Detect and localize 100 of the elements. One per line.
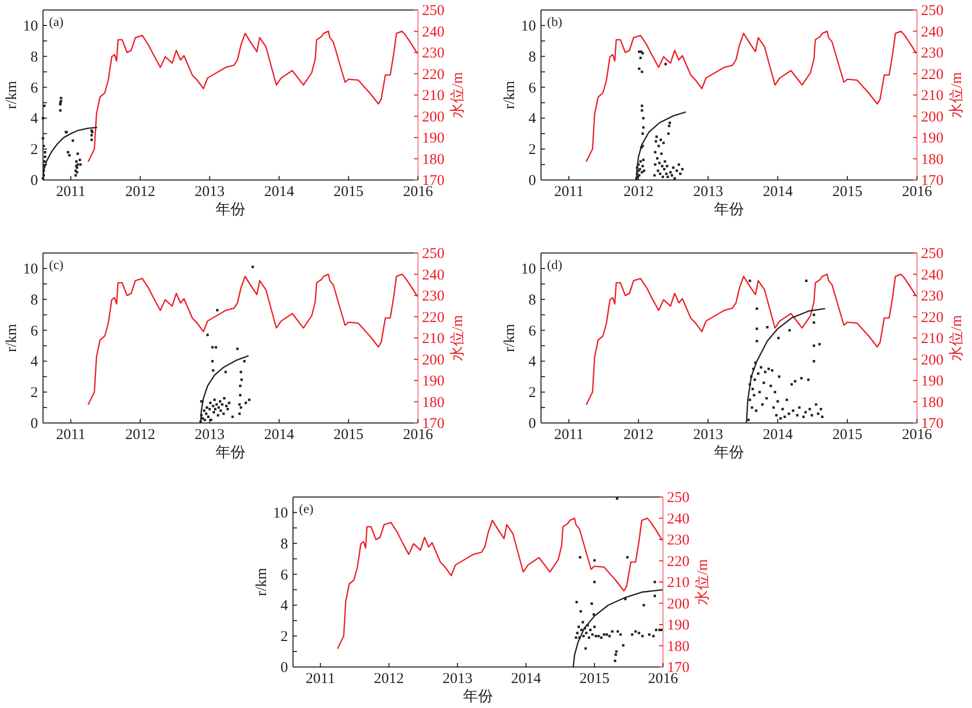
y-tick-label: 10 <box>23 18 38 34</box>
y2-tick-label: 250 <box>422 246 444 262</box>
y-tick-label: 4 <box>30 354 38 370</box>
y2-axis-title: 水位/m <box>449 72 466 118</box>
y-tick-label: 0 <box>528 416 536 432</box>
annotation: (d) <box>547 257 562 272</box>
y2-tick-label: 240 <box>667 511 690 528</box>
y2-tick-label: 220 <box>667 554 690 570</box>
y2-tick-label: 250 <box>921 246 944 262</box>
y2-axis-title: 水位/m <box>948 314 965 361</box>
y2-tick-label: 180 <box>667 638 690 655</box>
annotation: (b) <box>547 14 562 29</box>
y2-tick-label: 190 <box>921 374 944 390</box>
y2-tick-label: 220 <box>921 310 944 326</box>
x-tick-label: 2014 <box>762 184 794 200</box>
x-tick-label: 2015 <box>832 184 862 200</box>
y-tick-label: 0 <box>280 660 288 676</box>
y2-tick-label: 180 <box>921 394 944 411</box>
y2-tick-label: 200 <box>422 352 444 368</box>
y2-tick-label: 230 <box>422 288 444 304</box>
x-tick-label: 2014 <box>264 184 295 200</box>
y-tick-label: 0 <box>528 173 536 189</box>
y-tick-label: 10 <box>521 18 536 34</box>
y2-tick-label: 200 <box>921 352 944 368</box>
y2-tick-label: 190 <box>422 374 444 390</box>
y2-tick-label: 210 <box>921 88 944 104</box>
y2-tick-label: 230 <box>667 532 690 548</box>
y-tick-label: 10 <box>273 505 288 522</box>
x-tick-label: 2011 <box>56 427 86 443</box>
y-tick-label: 6 <box>280 567 288 584</box>
y2-tick-label: 210 <box>667 575 690 591</box>
x-tick-label: 2015 <box>579 671 610 687</box>
y2-tick-label: 250 <box>921 3 944 19</box>
y-tick-label: 6 <box>528 323 536 340</box>
y-tick-label: 2 <box>30 385 38 402</box>
y-tick-label: 8 <box>30 49 38 66</box>
annotation: (a) <box>49 14 64 29</box>
y2-tick-label: 250 <box>422 3 444 19</box>
y-tick-label: 8 <box>30 292 38 308</box>
y2-axis-title: 水位/m <box>449 314 466 361</box>
x-tick-label: 2012 <box>125 427 156 443</box>
x-tick-label: 2014 <box>510 671 542 687</box>
x-axis-title: 年份 <box>216 201 246 218</box>
y2-tick-label: 230 <box>921 46 944 62</box>
y2-tick-label: 200 <box>667 596 690 612</box>
y-tick-label: 2 <box>30 142 38 158</box>
y-tick-label: 8 <box>280 536 288 552</box>
x-tick-label: 2011 <box>56 184 86 200</box>
y2-tick-label: 240 <box>422 267 444 284</box>
y-tick-label: 4 <box>528 111 536 128</box>
y-tick-label: 6 <box>528 80 536 96</box>
y2-axis-title: 水位/m <box>948 72 965 118</box>
y-axis-title: r/km <box>254 568 270 596</box>
y-tick-label: 4 <box>528 354 536 370</box>
y2-tick-label: 240 <box>422 24 444 40</box>
y2-tick-label: 210 <box>422 88 444 104</box>
y-axis-title: r/km <box>4 324 20 352</box>
y2-tick-label: 180 <box>921 152 944 168</box>
y2-tick-label: 220 <box>422 66 444 83</box>
x-tick-label: 2012 <box>623 427 654 443</box>
y-axis-title: r/km <box>502 324 518 352</box>
x-tick-label: 2014 <box>762 427 794 443</box>
x-axis-title: 年份 <box>463 688 493 705</box>
y-axis-title: r/km <box>4 80 20 110</box>
x-tick-label: 2011 <box>554 427 584 443</box>
x-tick-label: 2013 <box>194 184 225 200</box>
x-tick-label: 2012 <box>623 184 654 200</box>
x-axis-title: 年份 <box>216 444 246 461</box>
x-tick-label: 2013 <box>693 427 724 443</box>
y2-tick-label: 240 <box>921 24 944 40</box>
y2-tick-label: 190 <box>921 130 944 146</box>
y-tick-label: 6 <box>30 80 38 96</box>
y-tick-label: 4 <box>30 111 38 128</box>
annotation: (c) <box>49 257 64 272</box>
y2-tick-label: 220 <box>921 66 944 83</box>
y-tick-label: 6 <box>30 323 38 340</box>
y-tick-label: 2 <box>528 142 536 158</box>
x-tick-label: 2015 <box>334 184 364 200</box>
y-tick-label: 4 <box>280 598 288 614</box>
y-tick-label: 2 <box>528 385 536 402</box>
y2-tick-label: 200 <box>422 109 444 126</box>
y2-tick-label: 230 <box>921 288 944 304</box>
x-tick-label: 2011 <box>554 184 584 200</box>
annotation: (e) <box>299 501 314 516</box>
x-tick-label: 2013 <box>194 427 225 443</box>
x-tick-label: 2013 <box>442 671 472 687</box>
y-tick-label: 0 <box>30 416 38 432</box>
x-tick-label: 2011 <box>306 671 336 687</box>
y2-tick-label: 240 <box>921 267 944 284</box>
y-tick-label: 8 <box>528 49 536 66</box>
y2-tick-label: 250 <box>667 490 690 506</box>
y2-tick-label: 190 <box>667 618 690 634</box>
y2-tick-label: 200 <box>921 109 944 126</box>
y2-tick-label: 210 <box>921 331 944 347</box>
y-tick-label: 0 <box>30 173 38 189</box>
x-axis-title: 年份 <box>714 444 744 461</box>
y-tick-label: 2 <box>280 629 288 646</box>
x-tick-label: 2012 <box>374 671 404 687</box>
y2-tick-label: 180 <box>422 394 444 411</box>
x-axis-title: 年份 <box>714 201 744 218</box>
